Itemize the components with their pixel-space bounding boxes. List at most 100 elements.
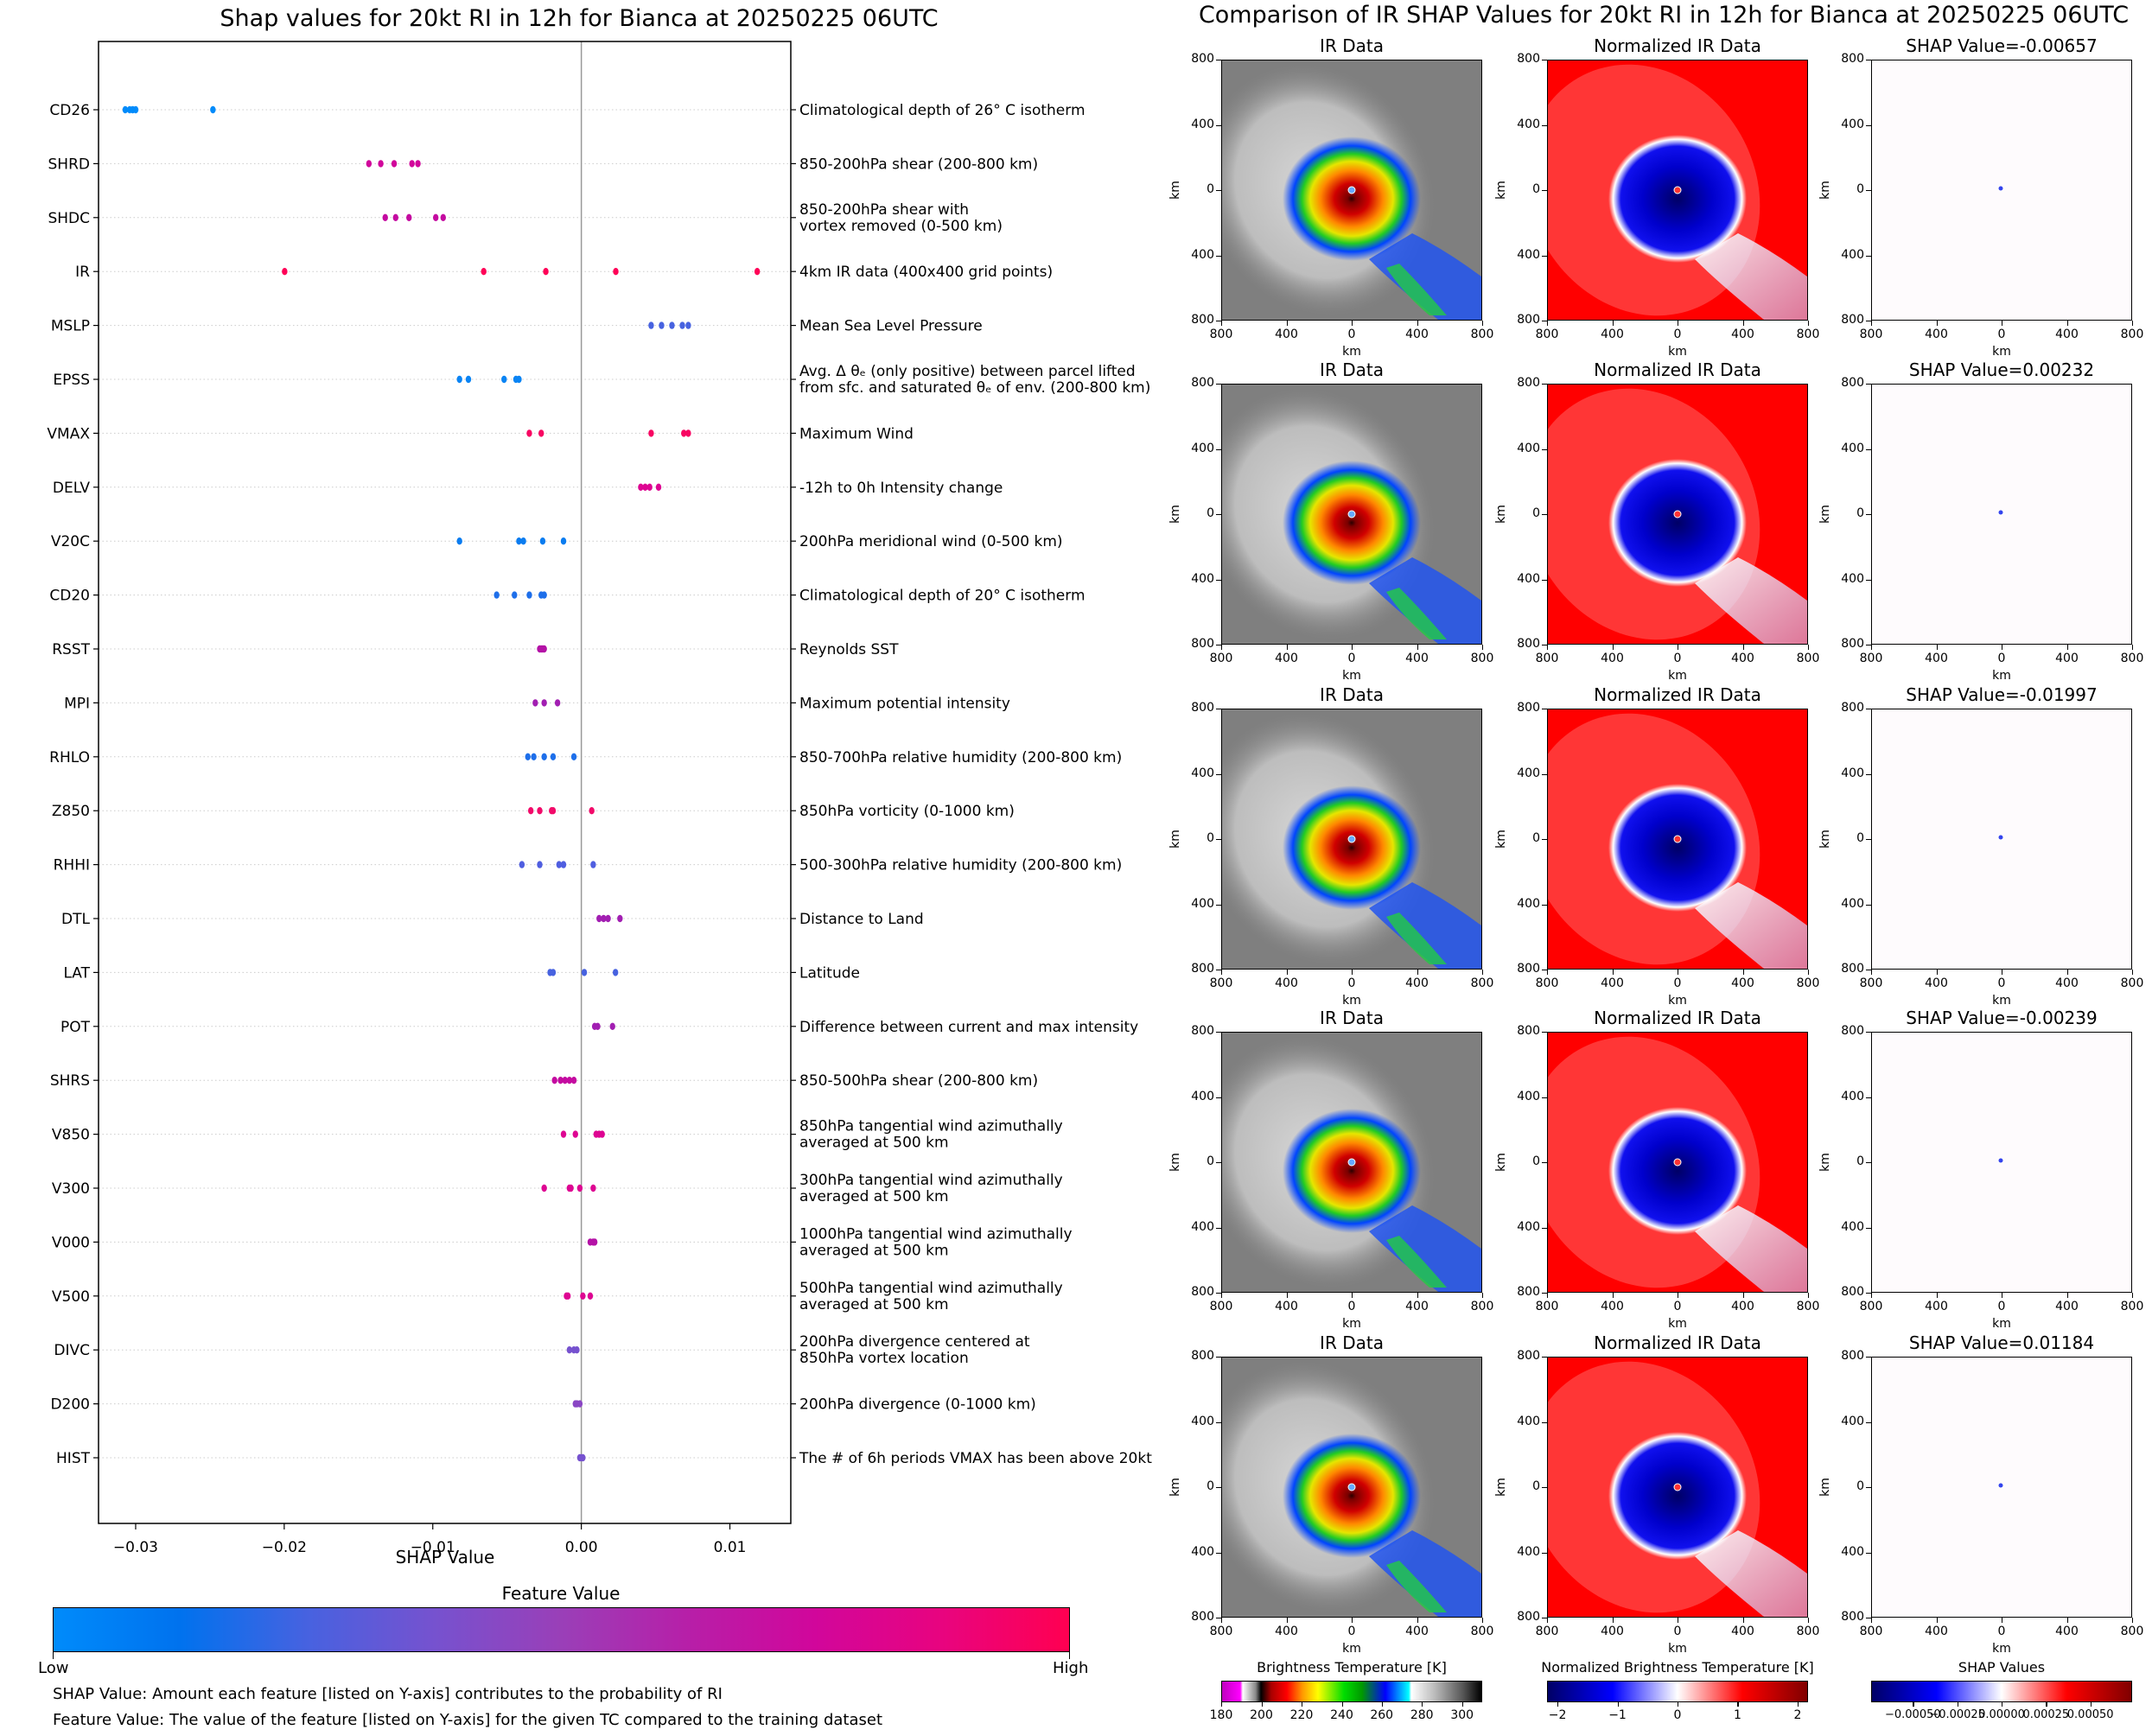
ir-image [1221,60,1482,321]
y-tick-label: 800 [1841,962,1864,976]
norm-storm-core [1608,784,1747,912]
y-tick-mark [1866,1421,1871,1423]
y-tick-label: 800 [1517,1610,1540,1624]
x-tick-mark [1352,970,1353,975]
shap-point-ir [754,268,761,276]
ir-rainband [1369,1530,1481,1617]
shap-point-v20c [539,537,546,545]
shap-point-v300 [568,1184,574,1192]
x-tick-mark [1612,645,1614,650]
x-tick-label: 0 [1673,652,1682,665]
x-tick-mark [1221,970,1223,975]
norm-eye [1673,510,1682,518]
y-tick-label: 0 [1207,1154,1214,1168]
y-tick-label: 400 [1841,896,1864,911]
shap-point-z850 [589,807,595,815]
x-tick-label: 400 [1925,652,1948,665]
shap-point-cd26 [132,105,139,114]
ir-image [1221,709,1482,970]
x-tick-label: 800 [1470,976,1494,990]
colorbar-tick-label: 280 [1410,1708,1434,1722]
feature-description: 200hPa divergence (0-1000 km) [799,1396,1036,1414]
norm-eye [1673,835,1682,843]
feature-description: Climatological depth of 26° C isotherm [799,102,1086,119]
y-tick-mark [1866,514,1871,516]
norm-rainband [1695,1205,1807,1292]
ir-image [1221,1032,1482,1293]
y-tick-label: 400 [1191,896,1214,911]
x-tick-label: 800 [1535,1300,1559,1313]
y-tick-label: 400 [1841,1414,1864,1428]
x-tick-mark [2132,1618,2134,1623]
x-axis-label: km [1668,1642,1687,1656]
y-tick-label: 0 [1207,831,1214,845]
shap-map-image [1871,1357,2132,1618]
y-tick-label: 400 [1191,766,1214,780]
x-tick-label: 800 [1209,1625,1233,1638]
feature-label-v20c: V20C [51,533,90,550]
shap-point-shdc [440,213,446,221]
ir-eye [1347,1158,1356,1167]
shap-point-v20c [456,537,462,545]
ir-storm-core [1283,1434,1421,1558]
shap-background [1872,1358,2131,1617]
x-tick-label: 400 [1601,976,1624,990]
x-tick-mark [1482,321,1484,326]
feature-label-cd26: CD26 [49,102,90,119]
y-tick-label: 400 [1841,766,1864,780]
shap-point-vmax [685,429,691,437]
x-tick-label: 800 [1859,652,1883,665]
colorbar-tick-label: 0.00000 [1978,1708,2025,1721]
y-tick-label: 400 [1191,247,1214,262]
x-tick-mark [1936,321,1938,326]
ir-image [1221,1357,1482,1618]
y-tick-label: 0 [1856,831,1864,845]
x-axis-label: km [1668,345,1687,359]
x-tick-label: 0 [1347,1300,1356,1313]
y-tick-label: 400 [1517,896,1540,911]
y-axis-label: km [1168,1478,1182,1497]
subplot-canvas [1872,385,2131,644]
ir-rainband-core [1386,1561,1447,1612]
feature-label-v850: V850 [52,1127,90,1144]
x-tick-mark [1808,970,1810,975]
shap-point-dtl [596,914,602,923]
subplot-canvas [1548,709,1807,969]
shap-point-epss [456,375,462,384]
shap-point-rhhi [537,861,543,868]
y-tick-mark [1216,1227,1221,1229]
feature-description: Maximum potential intensity [799,695,1010,712]
y-tick-label: 800 [1191,1285,1214,1299]
shap-point-rhlo [570,753,577,760]
y-tick-label: 400 [1191,441,1214,455]
y-tick-mark [1866,384,1871,385]
y-tick-label: 800 [1841,313,1864,327]
shap-point-dtl [617,914,623,923]
y-tick-mark [1216,514,1221,516]
x-tick-mark [1871,321,1873,326]
x-axis-label: km [1992,669,2011,683]
shap-point-rhlo [525,753,531,760]
norm-storm-core [1608,459,1747,587]
x-tick-label: 800 [1859,327,1883,341]
x-tick-label: 400 [1925,1300,1948,1313]
norm-eye [1673,1483,1682,1491]
subplot-title-shap: SHAP Value=-0.00657 [1906,35,2098,56]
y-tick-mark [1866,1357,1871,1358]
x-tick-mark [1482,970,1484,975]
y-tick-label: 800 [1841,637,1864,651]
shap-point-ir [282,268,288,276]
x-tick-label: 800 [2120,327,2144,341]
norm-storm-core [1608,1432,1747,1560]
y-tick-label: 400 [1517,117,1540,131]
feature-description: 850-200hPa shear (200-800 km) [799,156,1038,173]
y-tick-mark [1216,1293,1221,1294]
subplot-title-shap: SHAP Value=0.00232 [1908,359,2095,380]
y-tick-mark [1542,839,1547,841]
y-tick-label: 400 [1517,1089,1540,1103]
x-tick-mark [2066,321,2068,326]
ir-image [1221,384,1482,645]
colorbar-tick-label: −1 [1608,1708,1627,1722]
x-axis-ticks: −0.03 −0.02 −0.01 0.00 0.01 [113,1523,746,1556]
feature-description: averaged at 500 km [799,1135,949,1152]
